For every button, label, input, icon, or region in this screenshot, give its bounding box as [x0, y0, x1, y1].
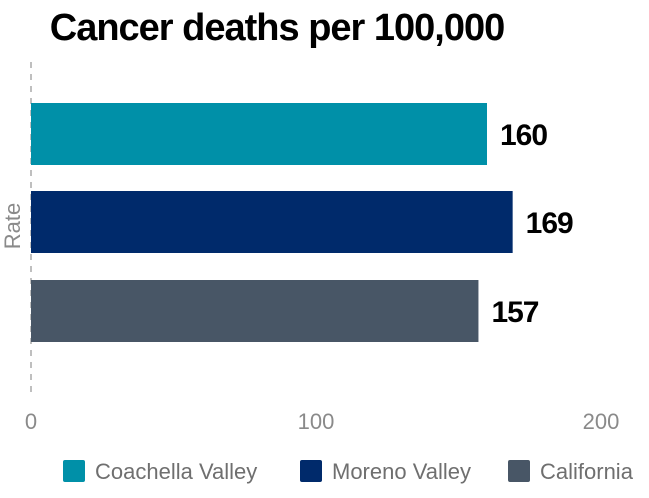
bars-layer: 160 169 157: [31, 103, 574, 342]
chart-title: Cancer deaths per 100,000: [50, 7, 505, 49]
legend-item-moreno-valley: Moreno Valley: [300, 459, 471, 484]
y-axis-label: Rate: [0, 203, 25, 249]
data-label-coachella-valley: 160: [500, 119, 547, 152]
bar-coachella-valley: [31, 103, 487, 165]
bar-moreno-valley: [31, 191, 513, 253]
legend-swatch-coachella-valley: [63, 460, 85, 482]
data-label-moreno-valley: 169: [526, 207, 573, 240]
legend: Coachella Valley Moreno Valley California: [63, 459, 634, 484]
bar-california: [31, 280, 479, 342]
legend-label-coachella-valley: Coachella Valley: [95, 459, 257, 484]
x-axis-ticks: 0 100 200: [25, 409, 619, 434]
x-tick-label-100: 100: [298, 409, 335, 434]
legend-item-california: California: [508, 459, 634, 484]
x-tick-label-200: 200: [583, 409, 620, 434]
x-tick-label-0: 0: [25, 409, 37, 434]
legend-swatch-california: [508, 460, 530, 482]
legend-swatch-moreno-valley: [300, 460, 322, 482]
legend-label-california: California: [540, 459, 634, 484]
data-label-california: 157: [491, 296, 538, 329]
legend-label-moreno-valley: Moreno Valley: [332, 459, 471, 484]
legend-item-coachella-valley: Coachella Valley: [63, 459, 257, 484]
